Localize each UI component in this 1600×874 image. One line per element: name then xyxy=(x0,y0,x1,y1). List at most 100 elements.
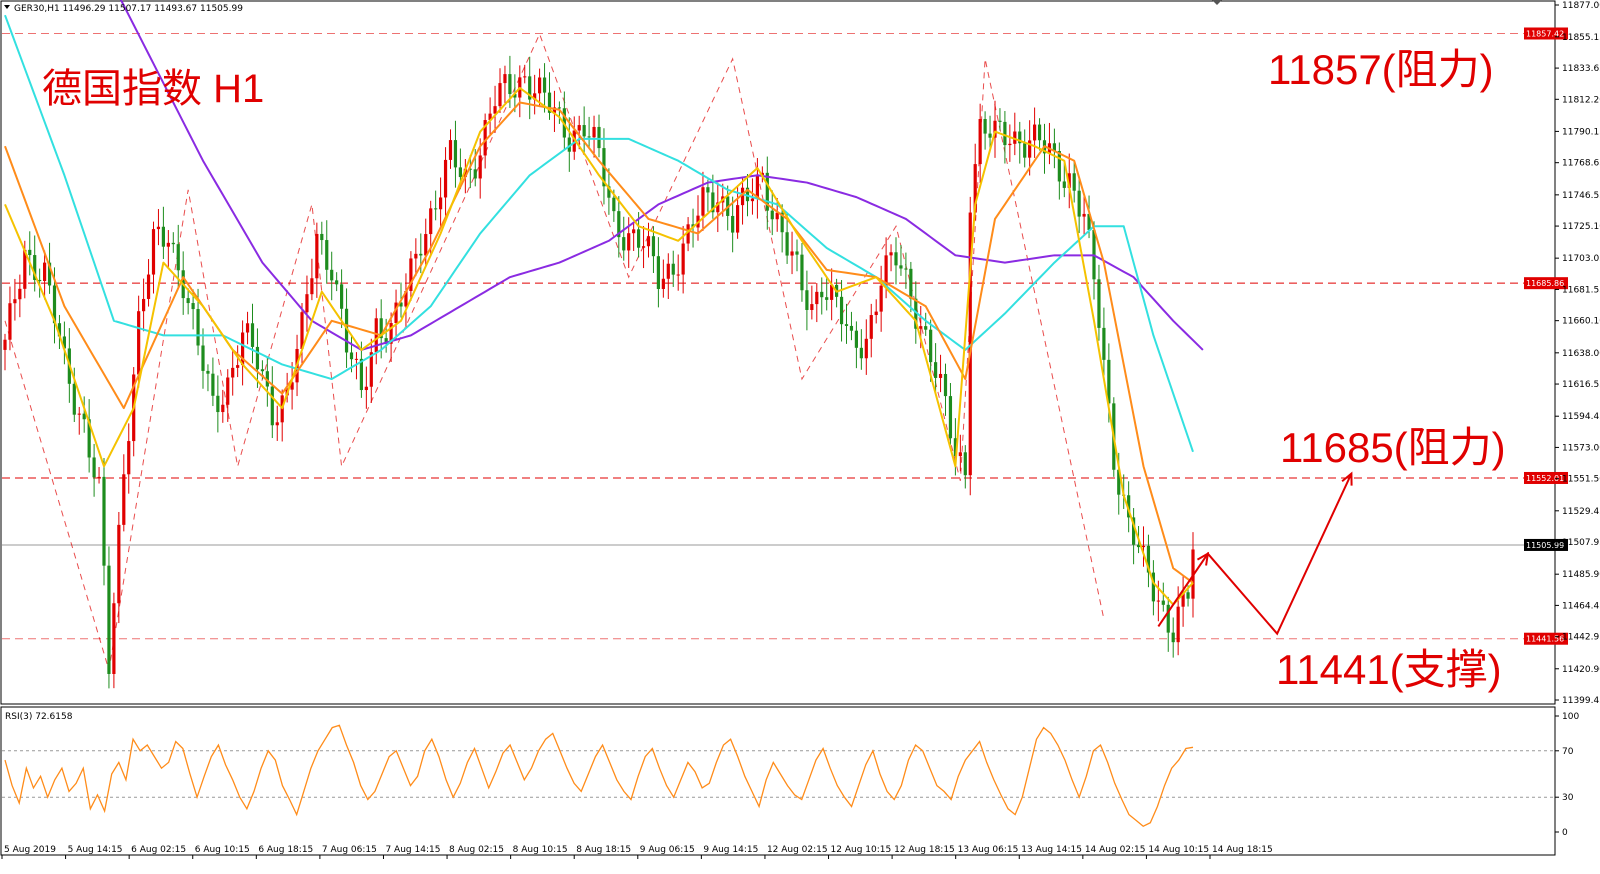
time-axis[interactable]: 5 Aug 2019 5 Aug 14:15 6 Aug 02:15 6 Aug 10… xyxy=(1,845,1273,859)
candle-body xyxy=(473,169,477,179)
candle-body xyxy=(161,226,165,247)
candle-body xyxy=(290,382,294,390)
candle-body xyxy=(1156,600,1160,602)
resistance-1-annotation: 11857(阻力) xyxy=(1268,46,1494,93)
candle-body xyxy=(77,413,81,415)
price-tick-label: 11573.00 xyxy=(1562,443,1600,453)
price-tick-label: 11855.15 xyxy=(1562,33,1600,43)
candle-body xyxy=(622,237,626,251)
candle-body xyxy=(275,422,279,426)
candle-body xyxy=(785,232,789,256)
candle-body xyxy=(661,278,665,289)
rsi-tick-label: 0 xyxy=(1562,828,1568,838)
candle-body xyxy=(424,234,428,256)
candle-body xyxy=(637,229,641,248)
candle-body xyxy=(701,187,705,216)
candle-body xyxy=(914,298,918,329)
candle-body xyxy=(1186,592,1190,599)
candle-body xyxy=(790,251,794,256)
candle-body xyxy=(166,242,170,247)
candle-body xyxy=(943,373,948,397)
support-1-annotation: 11441(支撑) xyxy=(1276,646,1502,693)
price-tick-label: 11768.65 xyxy=(1562,159,1600,169)
candle-body xyxy=(255,346,260,370)
candle-body xyxy=(780,212,784,233)
candle-body xyxy=(844,324,849,326)
time-tick-label: 8 Aug 10:15 xyxy=(513,845,568,855)
candle-body xyxy=(884,255,888,286)
candle-body xyxy=(107,565,111,674)
candle-body xyxy=(815,291,819,305)
collapse-triangle-icon[interactable] xyxy=(4,5,10,9)
candle-body xyxy=(998,120,1002,122)
candle-body xyxy=(57,323,62,337)
candle-body xyxy=(849,325,854,331)
candle-body xyxy=(533,93,537,100)
candle-body xyxy=(627,233,631,251)
candle-body xyxy=(201,345,205,371)
candle-body xyxy=(795,251,799,255)
time-tick-label: 6 Aug 02:15 xyxy=(131,845,186,855)
candle-body xyxy=(330,269,334,281)
candle-body xyxy=(889,252,893,256)
price-tick-label: 11507.95 xyxy=(1562,538,1600,548)
candle-body xyxy=(963,452,967,476)
candle-body xyxy=(711,192,715,213)
price-tick-label: 11725.10 xyxy=(1562,222,1600,232)
level-price-label: 11441.56 xyxy=(1526,635,1564,644)
candle-body xyxy=(1037,124,1042,141)
candle-body xyxy=(191,303,195,310)
candle-body xyxy=(439,197,443,210)
candles xyxy=(3,55,1195,689)
time-tick-label: 5 Aug 2019 xyxy=(4,845,56,855)
candle-body xyxy=(820,291,824,298)
time-tick-label: 13 Aug 14:15 xyxy=(1021,845,1082,855)
symbol-header: GER30,H1 11496.29 11507.17 11493.67 1150… xyxy=(14,4,243,14)
rsi-tick-label: 100 xyxy=(1562,712,1579,722)
candle-body xyxy=(117,524,121,604)
candle-body xyxy=(523,76,527,78)
candle-body xyxy=(671,263,675,275)
candle-body xyxy=(731,215,735,233)
shift-marker-icon[interactable] xyxy=(1212,0,1222,5)
candle-body xyxy=(43,262,47,282)
candle-body xyxy=(958,452,962,457)
price-tick-label: 11399.45 xyxy=(1562,696,1600,706)
candle-body xyxy=(528,76,532,100)
candle-body xyxy=(765,172,769,211)
candle-body xyxy=(983,119,987,134)
price-tick-label: 11442.95 xyxy=(1562,633,1600,643)
candle-body xyxy=(1141,545,1146,548)
candle-body xyxy=(245,323,250,333)
candle-body xyxy=(62,336,66,349)
candle-body xyxy=(364,386,368,391)
candle-body xyxy=(359,358,363,391)
level-lines: 11857.42 11685.86 11552.01 11441.56 11505.99 xyxy=(2,27,1568,645)
candle-body xyxy=(755,175,759,199)
candle-body xyxy=(1166,604,1170,633)
time-tick-label: 14 Aug 10:15 xyxy=(1148,845,1209,855)
time-tick-label: 14 Aug 18:15 xyxy=(1212,845,1273,855)
candle-body xyxy=(13,299,17,304)
candle-body xyxy=(656,256,660,289)
candle-body xyxy=(1067,173,1071,188)
candle-body xyxy=(612,197,616,212)
price-axis[interactable]: 11877.00 11855.15 11833.65 11812.20 11790.15… xyxy=(1555,1,1600,706)
candle-body xyxy=(270,386,274,426)
candle-body xyxy=(830,284,834,300)
candle-body xyxy=(463,168,467,178)
candle-body xyxy=(676,274,680,276)
candle-body xyxy=(265,371,269,387)
candle-body xyxy=(592,126,596,138)
candle-body xyxy=(231,367,235,378)
price-tick-label: 11529.45 xyxy=(1562,507,1600,517)
candle-body xyxy=(1013,131,1017,144)
level-price-label: 11857.42 xyxy=(1526,29,1564,38)
candle-body xyxy=(503,74,507,84)
price-tick-label: 11594.45 xyxy=(1562,412,1600,422)
candle-body xyxy=(1136,544,1141,548)
candle-body xyxy=(770,210,774,220)
projection-arrow xyxy=(1157,471,1353,636)
resistance-2-annotation: 11685(阻力) xyxy=(1280,424,1506,471)
